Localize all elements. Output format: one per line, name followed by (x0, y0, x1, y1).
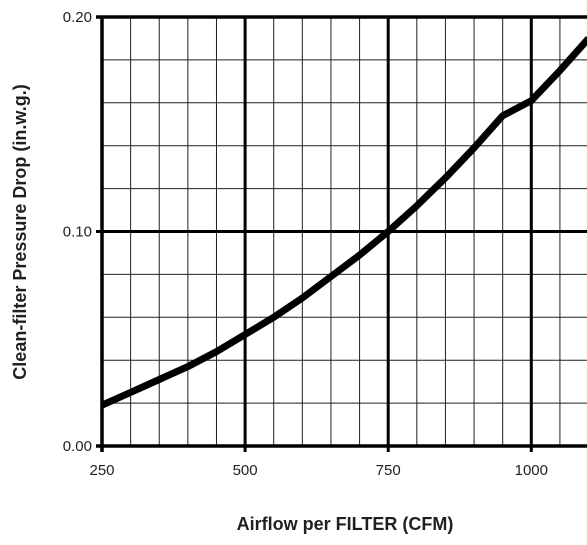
y-tick-label: 0.00 (63, 438, 92, 455)
x-tick-label: 250 (89, 462, 114, 479)
tick-labels: 0.00 0.10 0.20 250 500 750 1000 (63, 9, 548, 479)
axes (96, 15, 587, 452)
major-grid (102, 17, 587, 446)
x-tick-label: 750 (376, 462, 401, 479)
y-tick-label: 0.10 (63, 224, 92, 241)
series-group (100, 36, 587, 409)
x-tick-label: 500 (233, 462, 258, 479)
y-axis-title: Clean-filter Pressure Drop (in.w.g.) (10, 84, 30, 379)
y-tick-label: 0.20 (63, 9, 92, 26)
x-axis-title: Airflow per FILTER (CFM) (237, 514, 454, 534)
series-line (100, 36, 587, 409)
x-tick-label: 1000 (515, 462, 548, 479)
